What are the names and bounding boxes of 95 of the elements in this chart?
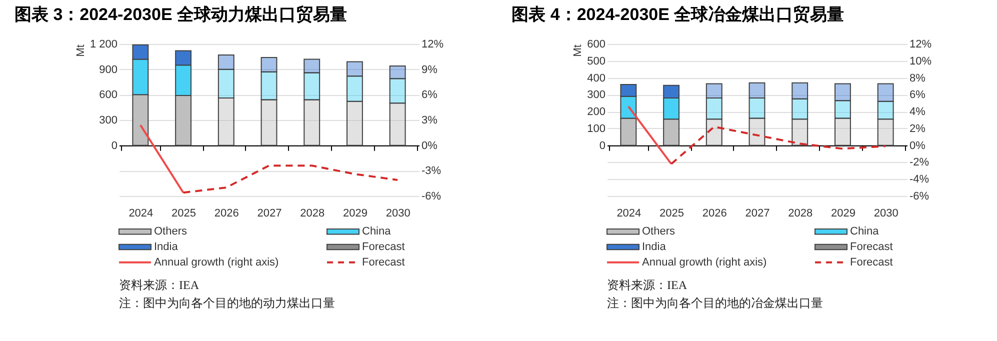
y2-tick-label: 6% [910,89,926,102]
y2-tick-label: 9% [422,64,438,76]
y-axis-title: Mt [572,44,584,57]
text: 资料来源：IEA [607,278,688,292]
bar [792,98,808,120]
bar [706,98,722,120]
y2-tick-label: -3% [422,165,442,178]
bar [792,82,808,100]
x-tick-label: 2026 [702,208,727,220]
x-tick-label: 2029 [830,208,856,220]
legend-label: Forecast [362,256,405,268]
legend-label: Annual growth (right axis) [642,256,767,268]
bar [346,61,363,77]
y-tick-label: 0 [111,140,118,152]
y-tick-label: 300 [587,89,606,102]
bar [346,76,363,102]
bar [389,78,406,104]
bar [346,100,363,146]
line-series [182,164,399,194]
y-tick-label: 600 [587,38,606,50]
x-tick-label: 2024 [616,208,642,220]
legend-label: Forecast [850,241,893,253]
x-tick-label: 2030 [874,208,898,220]
y-tick-label: 1 200 [90,38,118,50]
y2-tick-label: -6% [910,190,930,202]
y2-tick-label: 6% [422,89,438,102]
legend-label: Forecast [362,241,405,253]
y-tick-label: 500 [587,55,606,68]
bar [834,83,851,102]
bar [748,82,766,99]
x-tick-label: 2025 [660,208,684,220]
bar [260,99,278,146]
bar [706,118,722,146]
y-tick-label: 900 [99,64,118,76]
bar [748,98,766,119]
chart-title: 图表 3：2024-2030E 全球动力煤出口贸易量 [14,5,348,24]
y-tick-label: 300 [99,114,118,126]
bar [389,102,406,146]
bar [304,58,320,74]
y-tick-label: 400 [587,72,606,84]
text: 注：图中为向各个目的地的冶金煤出口量 [607,296,823,310]
legend-label: Annual growth (right axis) [154,256,279,268]
legend-label: China [362,226,392,238]
bar [834,100,851,119]
bar [218,54,234,70]
y2-tick-label: 0% [422,140,438,152]
y2-tick-label: 8% [910,72,926,84]
chart-title: 图表 4：2024-2030E 全球冶金煤出口贸易量 [512,5,844,24]
bar [304,72,320,100]
y2-tick-label: 2% [910,122,926,135]
bar [389,65,406,80]
x-tick-label: 2027 [745,208,770,220]
x-tick-label: 2028 [788,208,813,220]
y-tick-label: 100 [587,122,606,135]
bar [304,99,320,146]
legend-label: India [642,241,667,253]
y-tick-label: 0 [599,140,606,152]
bar [834,118,851,146]
legend-label: Others [642,226,676,238]
bar [792,118,808,146]
x-tick-label: 2026 [214,208,239,220]
legend-label: India [154,241,179,253]
x-tick-label: 2024 [128,208,154,220]
y2-tick-label: 3% [422,114,438,126]
x-tick-label: 2028 [300,208,325,220]
bar [260,57,278,72]
legend-label: China [850,226,880,238]
x-tick-label: 2027 [257,208,282,220]
y2-tick-label: -6% [422,190,442,202]
bar [260,71,278,100]
y-tick-label: 600 [99,89,118,102]
bar [877,118,894,146]
x-tick-label: 2025 [172,208,196,220]
bar [877,83,894,102]
y2-tick-label: 10% [910,55,932,68]
y-axis-title: Mt [74,44,87,57]
legend-label: Forecast [850,256,893,268]
y2-tick-label: 0% [910,140,926,152]
bar [748,118,766,146]
x-tick-label: 2029 [342,208,368,220]
text: 注：图中为向各个目的地的动力煤出口量 [119,296,335,310]
legend-label: Others [154,226,188,238]
y-tick-label: 200 [587,106,606,118]
x-tick-label: 2030 [386,208,410,220]
y2-tick-label: -4% [910,174,930,186]
bar [218,98,234,146]
text: 资料来源：IEA [119,278,200,292]
y2-tick-label: 12% [910,38,932,50]
bar [706,83,722,99]
y2-tick-label: 12% [422,38,444,50]
bar [877,100,894,120]
y2-tick-label: 4% [910,106,926,118]
line-series [670,126,887,165]
y2-tick-label: -2% [910,156,930,169]
bar [218,68,234,99]
